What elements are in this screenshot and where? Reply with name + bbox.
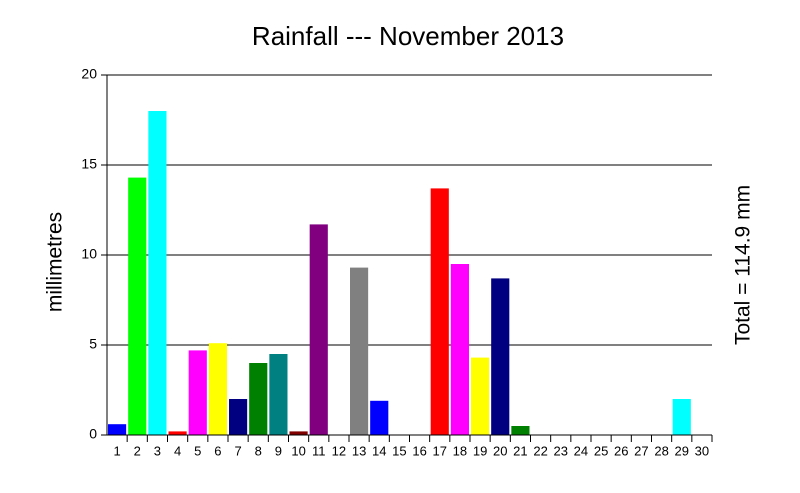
total-annotation: Total = 114.9 mm [732,185,755,345]
x-tick-label: 3 [154,443,161,458]
bar [229,399,248,435]
y-tick-label: 20 [81,66,97,82]
x-tick-label: 28 [654,443,668,458]
y-tick-label: 0 [89,426,97,442]
bar [672,399,691,435]
bar [249,363,268,435]
bar [108,424,127,435]
x-tick-label: 22 [533,443,547,458]
x-tick-label: 20 [493,443,507,458]
x-tick-label: 1 [113,443,120,458]
x-tick-label: 14 [372,443,386,458]
x-tick-label: 2 [134,443,141,458]
x-tick-label: 26 [614,443,628,458]
x-tick-label: 17 [433,443,447,458]
bar [289,431,308,435]
x-tick-label: 12 [332,443,346,458]
bar [430,188,449,435]
x-tick-label: 21 [513,443,527,458]
bar [168,431,187,435]
chart-title: Rainfall --- November 2013 [252,21,564,51]
x-tick-label: 10 [291,443,305,458]
x-tick-label: 18 [453,443,467,458]
x-tick-label: 5 [194,443,201,458]
x-tick-label: 11 [312,443,326,458]
x-tick-label: 23 [554,443,568,458]
bar [128,177,147,435]
x-tick-label: 15 [392,443,406,458]
x-tick-label: 16 [412,443,426,458]
x-tick-label: 4 [174,443,181,458]
bar [450,264,469,435]
bar [309,224,328,435]
x-tick-label: 9 [275,443,282,458]
y-tick-label: 5 [89,336,97,352]
x-tick-label: 19 [473,443,487,458]
bar [208,343,227,435]
y-axis-label: millimetres [44,212,67,312]
x-tick-label: 7 [234,443,241,458]
bar [511,426,530,435]
bar [471,357,490,435]
x-tick-label: 29 [675,443,689,458]
bar [269,354,288,435]
bar [188,350,207,435]
bar [350,267,369,435]
x-tick-label: 8 [255,443,262,458]
x-tick-label: 24 [574,443,588,458]
y-tick-label: 10 [81,246,97,262]
x-tick-label: 30 [695,443,709,458]
x-tick-label: 27 [634,443,648,458]
x-tick-label: 13 [352,443,366,458]
bar [491,278,510,435]
x-tick-label: 6 [214,443,221,458]
bar [148,111,167,435]
y-tick-label: 15 [81,156,97,172]
x-tick-label: 25 [594,443,608,458]
bar [370,400,389,435]
